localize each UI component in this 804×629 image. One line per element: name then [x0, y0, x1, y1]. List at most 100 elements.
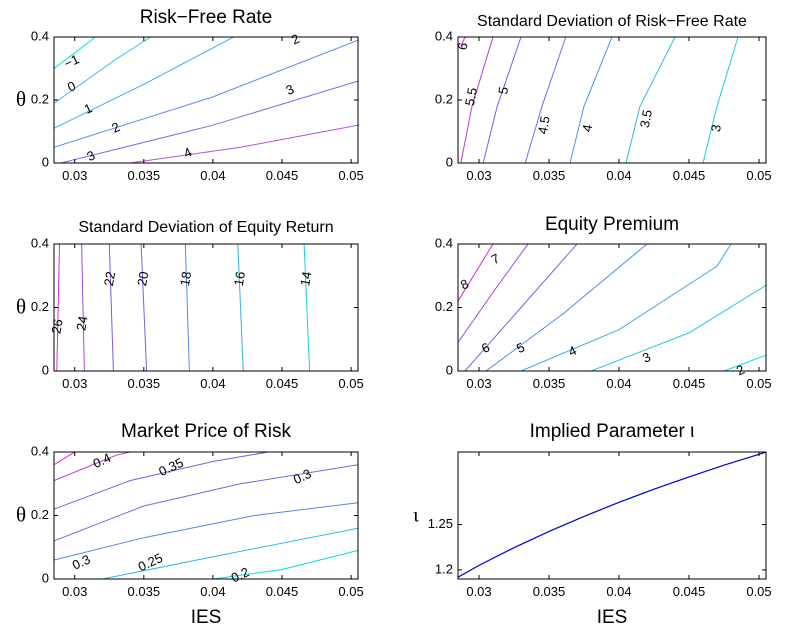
y-axis-label: θ	[16, 87, 26, 111]
panel-title: Equity Premium	[545, 214, 679, 235]
contour-label: 0.35	[156, 455, 185, 479]
x-tick-label: 0.05	[746, 168, 771, 183]
contour-label: 4	[579, 123, 595, 133]
axes-box	[54, 452, 358, 579]
contour-label: 2	[109, 119, 122, 136]
y-axis-label: θ	[16, 295, 26, 319]
y-tick-label: 0	[42, 570, 49, 585]
contour-label: 5	[495, 86, 511, 96]
axes-box	[458, 37, 766, 163]
y-tick-label: 0	[42, 362, 49, 377]
y-tick-label: 0.2	[435, 299, 453, 314]
x-tick-label: 0.04	[200, 168, 225, 183]
contour-line	[591, 285, 766, 371]
contour-line	[185, 244, 189, 371]
axes-box	[458, 452, 766, 579]
y-tick-label: 0	[446, 154, 453, 169]
x-tick-label: 0.05	[338, 168, 363, 183]
y-tick-label: 0.2	[31, 507, 49, 522]
y-tick-label: 0.4	[31, 235, 49, 250]
axes-box	[54, 37, 358, 163]
contour-line	[54, 37, 234, 128]
panel-2: Standard Deviation of Risk−Free Rate 6 5.5…	[435, 13, 772, 183]
x-tick-label: 0.035	[128, 584, 161, 599]
contour-line	[130, 125, 358, 163]
x-tick-label: 0.045	[266, 584, 299, 599]
x-tick-label: 0.035	[533, 168, 566, 183]
contour-line	[109, 244, 113, 371]
contour-line	[626, 37, 675, 163]
contour-label: 2	[289, 31, 302, 48]
panel-title: Risk−Free Rate	[140, 7, 273, 28]
contour-label: 0.25	[136, 550, 165, 574]
x-tick-label: 0.03	[62, 376, 87, 391]
x-tick-label: 0.05	[746, 584, 771, 599]
panel-title: Standard Deviation of Risk−Free Rate	[477, 13, 747, 30]
x-tick-label: 0.03	[466, 168, 491, 183]
contour-line	[54, 452, 268, 509]
y-tick-label: 1.2	[435, 561, 453, 576]
y-axis-label: ι	[413, 503, 419, 527]
x-tick-label: 0.05	[338, 376, 363, 391]
contour-line	[54, 40, 358, 147]
contour-label: 3	[84, 147, 97, 164]
contour-label: 2	[734, 362, 747, 379]
x-tick-label: 0.035	[533, 584, 566, 599]
plot-area	[54, 37, 358, 163]
y-tick-label: 0	[446, 362, 453, 377]
plot-area	[458, 244, 766, 371]
y-tick-label: 0.4	[435, 28, 453, 43]
x-tick-label: 0.045	[673, 168, 706, 183]
contour-label: 4	[181, 144, 194, 161]
panel-title: Standard Deviation of Equity Return	[78, 219, 333, 236]
y-tick-label: 0.2	[435, 91, 453, 106]
y-tick-label: 0.4	[31, 443, 49, 458]
x-tick-label: 0.05	[746, 376, 771, 391]
contour-line	[54, 452, 75, 465]
plot-area	[54, 452, 358, 579]
contour-label: 3	[283, 81, 296, 98]
contour-line	[570, 37, 612, 163]
contour-label: 3	[640, 349, 653, 366]
panel-3: Standard Deviation of Equity Return 26 24 2…	[16, 219, 364, 391]
axes-box	[458, 244, 766, 371]
x-tick-label: 0.035	[533, 376, 566, 391]
contour-line	[304, 244, 310, 371]
contour-line	[483, 37, 521, 163]
x-tick-label: 0.04	[200, 376, 225, 391]
contour-line	[521, 244, 731, 371]
panel-6: Implied Parameter ι0.03 0.035 0.04 0.045 0.0…	[413, 421, 771, 628]
x-tick-label: 0.04	[200, 584, 225, 599]
contour-label: 22	[101, 270, 118, 287]
contour-label: 16	[231, 270, 248, 287]
x-tick-label: 0.05	[338, 584, 363, 599]
panel-title: Implied Parameter ι	[530, 421, 695, 442]
contour-line	[54, 465, 358, 541]
contour-label: 7	[489, 251, 502, 268]
contour-line	[238, 244, 244, 371]
contour-label: 0.3	[291, 466, 314, 487]
contour-label: 0.2	[229, 564, 252, 585]
contour-line	[141, 244, 147, 371]
panel-5: Market Price of Risk0.4 0.35 0.30.3 0.250.2…	[16, 421, 364, 628]
contour-label: 26	[48, 318, 65, 335]
contour-label: 18	[177, 270, 194, 287]
contour-label: 14	[297, 270, 314, 287]
contour-label: 3	[708, 123, 724, 133]
contour-label: 24	[73, 315, 90, 332]
x-tick-label: 0.045	[673, 584, 706, 599]
contour-label: 5.5	[462, 86, 480, 106]
y-tick-label: 0.2	[31, 91, 49, 106]
x-tick-label: 0.035	[128, 168, 161, 183]
y-tick-label: 0.4	[31, 28, 49, 43]
x-tick-label: 0.045	[266, 376, 299, 391]
y-axis-label: θ	[16, 503, 26, 527]
contour-label: 4.5	[535, 115, 553, 135]
x-tick-label: 0.03	[62, 168, 87, 183]
contour-line	[703, 37, 738, 163]
x-tick-label: 0.04	[606, 376, 631, 391]
x-tick-label: 0.03	[466, 376, 491, 391]
contour-label: 6	[455, 41, 471, 51]
